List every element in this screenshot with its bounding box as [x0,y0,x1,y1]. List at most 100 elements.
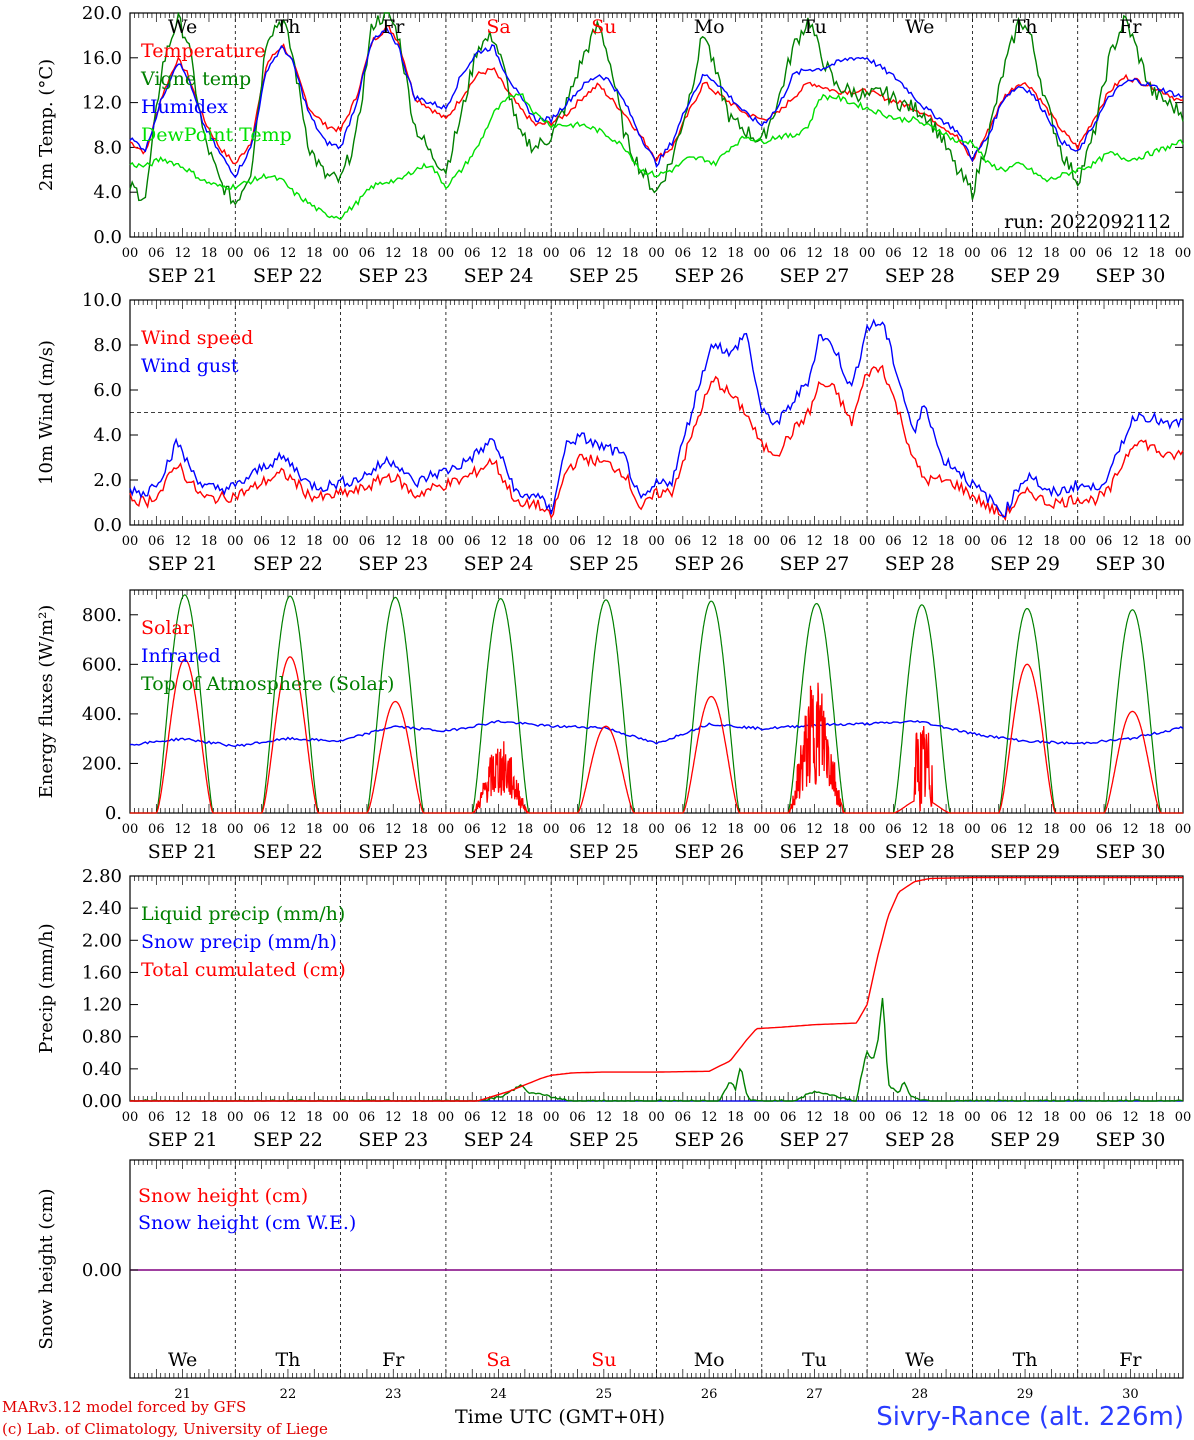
hour-tick-label: 18 [727,246,744,261]
hour-tick-label: 12 [280,246,297,261]
weekday-label: Th [275,16,300,38]
hour-tick-label: 06 [675,246,692,261]
hour-tick-label: 12 [806,534,823,549]
hour-tick-label: 12 [385,534,402,549]
panel-5: 0.00 Snow height (cm) Snow height (cm) Snow… [36,1159,1184,1402]
day-number-label: 25 [596,1387,613,1402]
date-label: SEP 30 [1095,553,1165,575]
hour-tick-label: 00 [543,534,560,549]
y-tick-label: 600. [82,654,122,675]
legend-entry: Top of Atmosphere (Solar) [141,673,394,695]
date-label: SEP 22 [253,841,323,863]
hour-tick-label: 12 [596,534,613,549]
legend-entry: Temperature [141,40,265,62]
date-label: SEP 22 [253,265,323,287]
site-name: Sivry-Rance (alt. 226m) [876,1402,1184,1432]
model-credit: MARv3.12 model forced by GFS [2,1398,247,1416]
hour-tick-label: 06 [990,1110,1007,1125]
hour-tick-label: 06 [780,1110,797,1125]
y-tick-label: 2.80 [82,866,122,887]
hour-tick-label: 06 [780,534,797,549]
date-label: SEP 22 [253,1129,323,1151]
y-tick-label: 2.0 [93,470,122,491]
y-tick-label: 0.00 [82,1260,122,1281]
hour-tick-label: 00 [1175,534,1192,549]
hour-tick-label: 00 [543,246,560,261]
hour-tick-label: 18 [833,246,850,261]
legend-entry: Wind speed [141,327,253,349]
date-label: SEP 24 [464,1129,534,1151]
day-number-label: 22 [280,1387,297,1402]
date-label: SEP 27 [780,553,850,575]
hour-tick-label: 18 [201,822,218,837]
hour-tick-label: 00 [227,246,244,261]
hour-tick-label: 06 [148,246,165,261]
series-line [129,26,1184,179]
hour-tick-label: 12 [911,1110,928,1125]
hour-tick-label: 00 [859,1110,876,1125]
date-label: SEP 30 [1095,1129,1165,1151]
hour-tick-label: 12 [1122,822,1139,837]
hour-tick-label: 06 [1096,534,1113,549]
panel-2: 0.0 2.0 4.0 6.0 8.0 10.0 10m Wind (m/s) Wind sp… [36,290,1191,575]
series-line [129,11,1184,206]
hour-tick-label: 18 [201,246,218,261]
date-label: SEP 22 [253,553,323,575]
date-label: SEP 21 [148,265,218,287]
date-label: SEP 23 [358,841,428,863]
date-label: SEP 24 [464,265,534,287]
legend-entry: Snow precip (mm/h) [141,931,337,953]
hour-tick-label: 12 [1122,246,1139,261]
date-label: SEP 21 [148,553,218,575]
legend-entry: Infrared [141,645,221,667]
hour-tick-label: 12 [701,822,718,837]
hour-tick-label: 18 [411,246,428,261]
panel-1: 0.0 4.0 8.0 12.0 16.0 20.0 2m Temp. (°C) We Th Fr… [36,3,1191,287]
hour-tick-label: 00 [859,822,876,837]
y-tick-label: 2.00 [82,930,122,951]
legend-entry: Liquid precip (mm/h) [141,903,345,925]
y-tick-label: 200. [82,753,122,774]
weekday-label: Fr [1119,16,1142,38]
hour-tick-label: 12 [280,1110,297,1125]
y-axis-label: 10m Wind (m/s) [36,340,57,485]
hour-tick-label: 00 [1175,822,1192,837]
series-line [129,364,1184,522]
hour-tick-label: 06 [464,246,481,261]
day-number-label: 23 [385,1387,402,1402]
hour-tick-label: 12 [701,246,718,261]
hour-tick-label: 18 [1148,246,1165,261]
hour-tick-label: 18 [727,822,744,837]
legend-entry: Snow height (cm W.E.) [138,1212,356,1234]
legend-entry: Vigne temp [140,68,251,90]
date-label: SEP 29 [990,265,1060,287]
date-label: SEP 29 [990,1129,1060,1151]
hour-tick-label: 06 [253,1110,270,1125]
hour-tick-label: 12 [596,822,613,837]
y-tick-label: 800. [82,605,122,626]
hour-tick-label: 06 [148,1110,165,1125]
hour-tick-label: 06 [359,246,376,261]
weekday-label: We [905,1349,934,1371]
date-label: SEP 25 [569,841,639,863]
hour-tick-label: 06 [464,534,481,549]
date-label: SEP 26 [674,1129,744,1151]
weekday-label: Tu [802,1349,827,1371]
hour-tick-label: 00 [964,1110,981,1125]
date-label: SEP 26 [674,553,744,575]
hour-tick-label: 00 [438,822,455,837]
hour-tick-label: 06 [359,822,376,837]
date-label: SEP 23 [358,1129,428,1151]
hour-tick-label: 00 [438,1110,455,1125]
day-number-label: 26 [701,1387,718,1402]
hour-tick-label: 06 [885,1110,902,1125]
hour-tick-label: 00 [859,534,876,549]
hour-tick-label: 18 [833,822,850,837]
hour-tick-label: 06 [990,822,1007,837]
hour-tick-label: 12 [701,1110,718,1125]
hour-tick-label: 00 [122,822,139,837]
hour-tick-label: 06 [885,246,902,261]
hour-tick-label: 18 [938,1110,955,1125]
hour-tick-label: 12 [1017,822,1034,837]
date-label: SEP 25 [569,553,639,575]
